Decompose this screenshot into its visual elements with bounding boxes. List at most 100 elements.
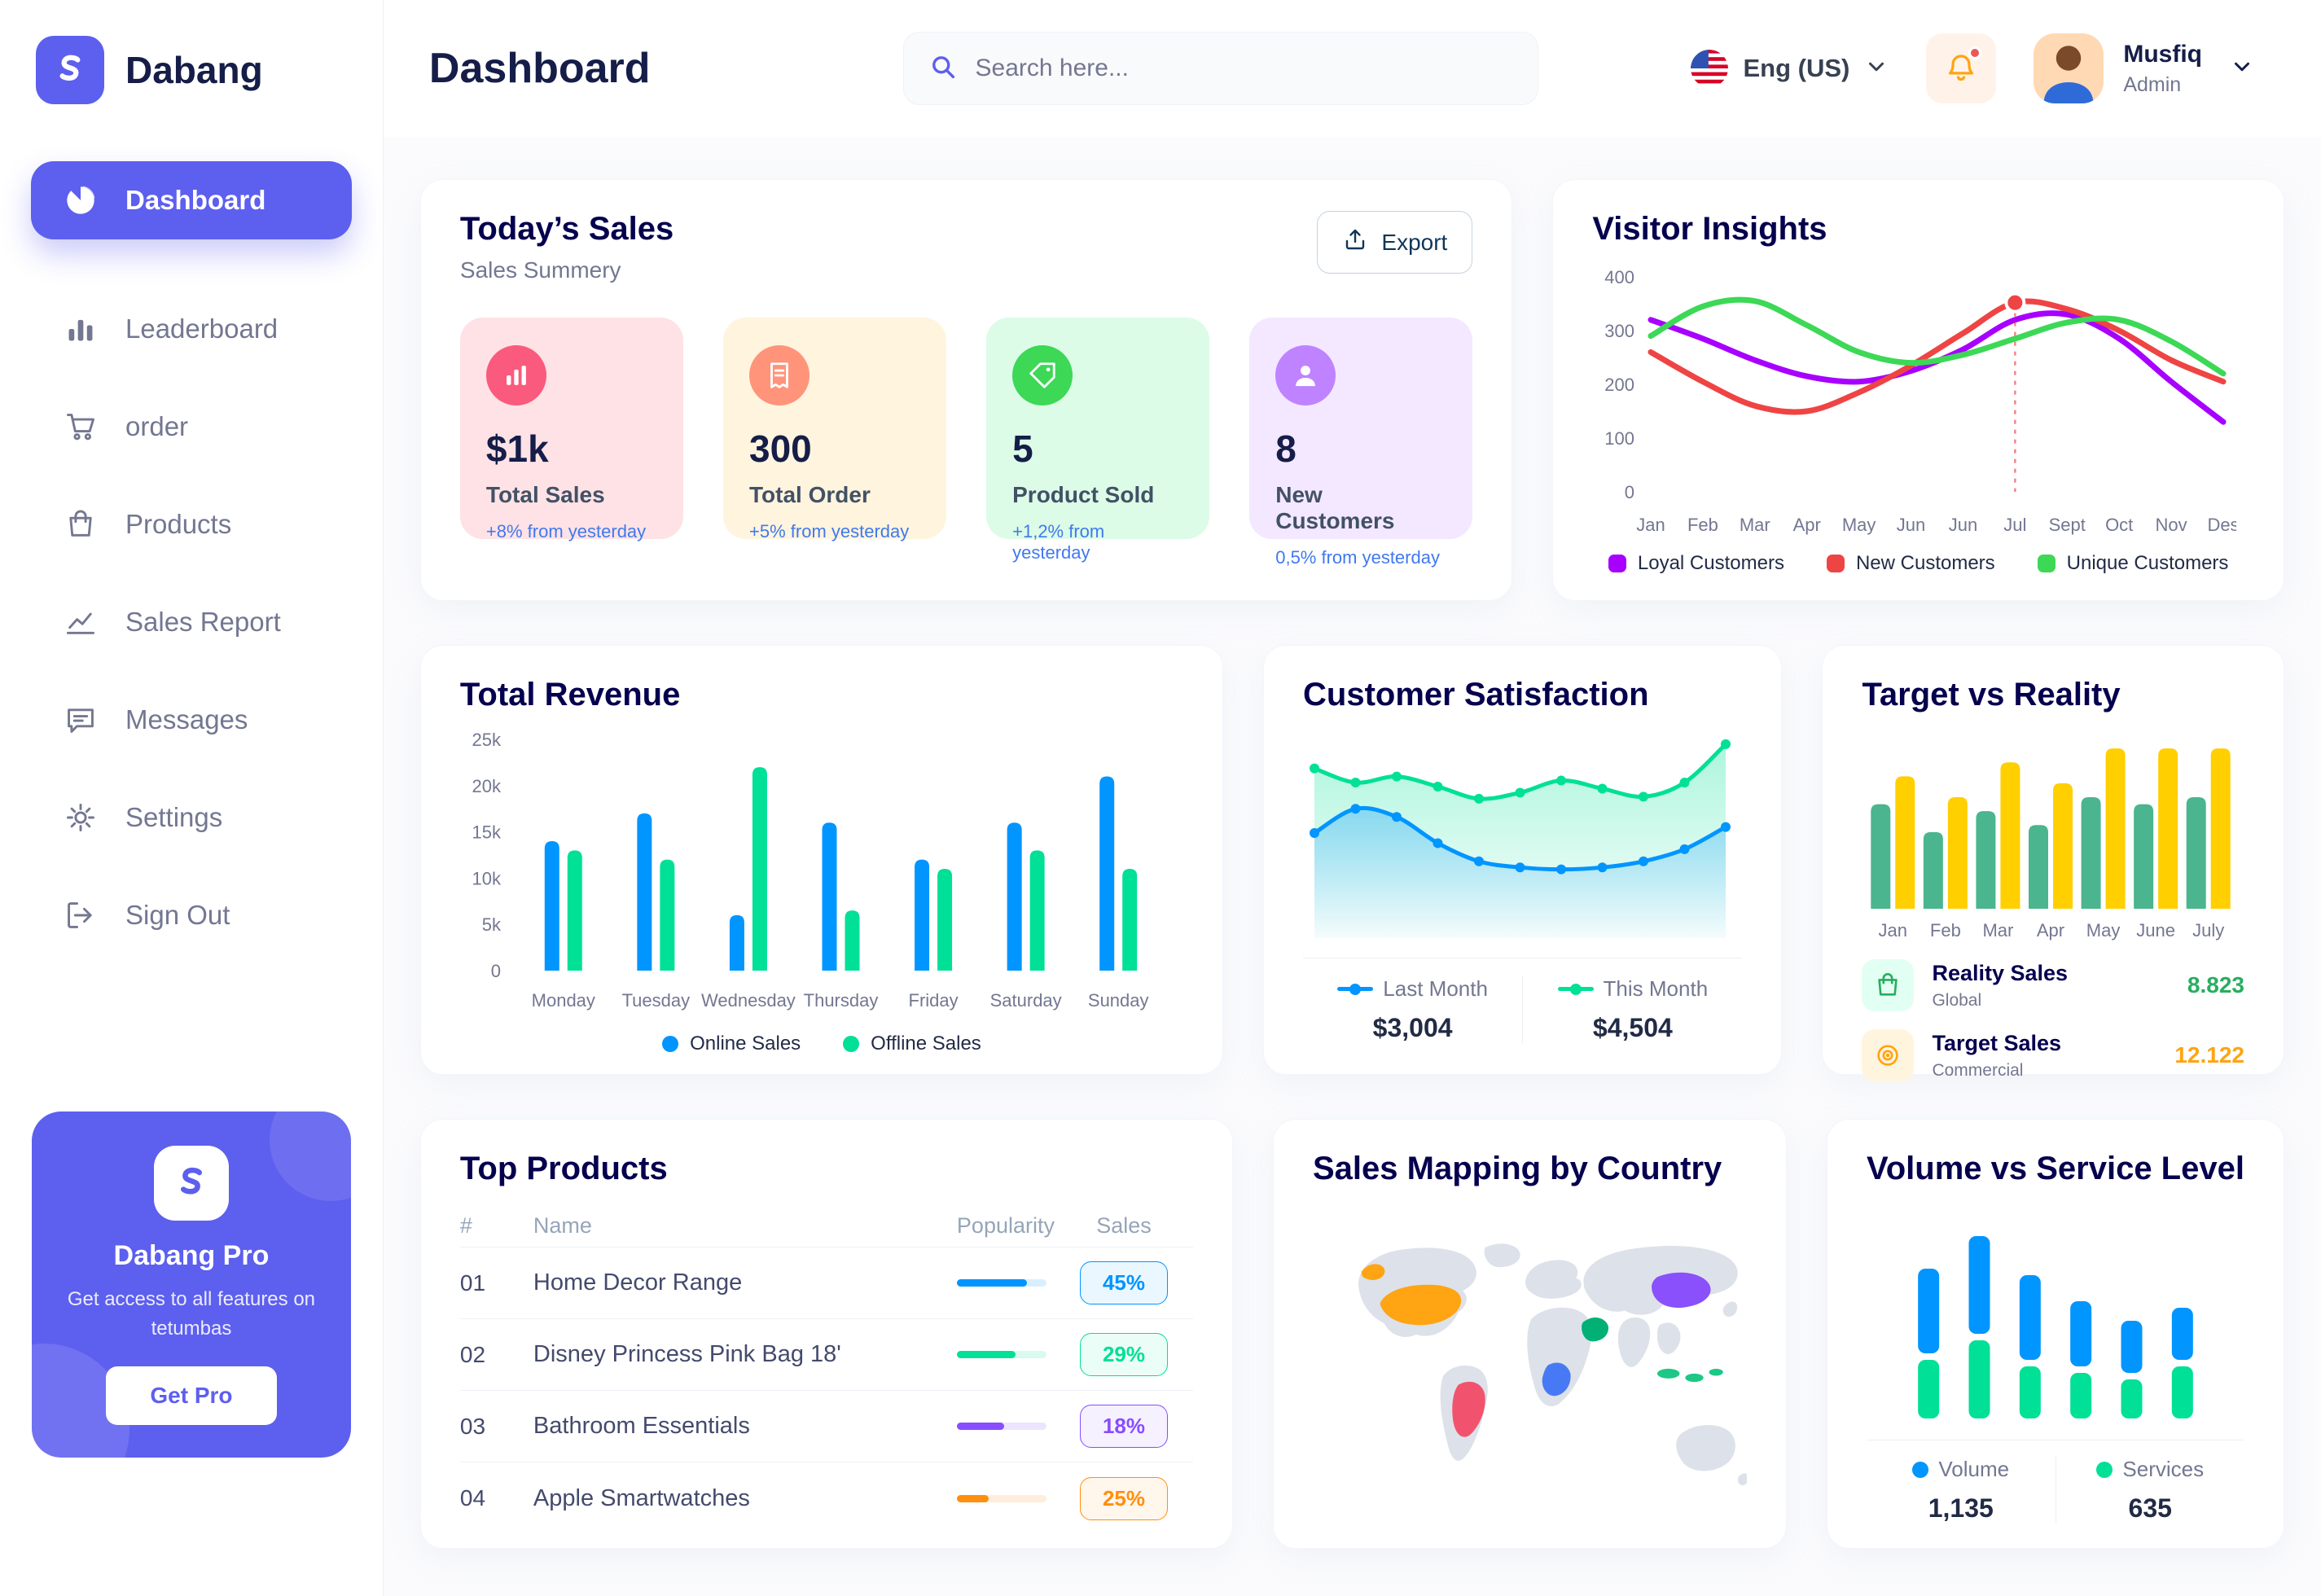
- page-title: Dashboard: [428, 45, 651, 92]
- table-row: 03 Bathroom Essentials 18%: [459, 1391, 1193, 1462]
- sidebar-item-messages[interactable]: Messages: [31, 681, 352, 759]
- card-title: Customer Satisfaction: [1303, 677, 1649, 712]
- notifications-button[interactable]: [1926, 33, 1997, 103]
- users-icon: [1275, 345, 1336, 406]
- sidebar-item-sign-out[interactable]: Sign Out: [31, 876, 352, 954]
- svg-text:Jul: Jul: [2004, 515, 2027, 535]
- table-row: 02 Disney Princess Pink Bag 18' 29%: [459, 1319, 1193, 1391]
- popularity-bar: [956, 1279, 1047, 1287]
- sales-badge: 45%: [1080, 1261, 1168, 1304]
- stat-total-sales: $1k Total Sales +8% from yesterday: [459, 318, 684, 542]
- product-id: 01: [459, 1269, 486, 1296]
- svg-text:5k: 5k: [482, 914, 502, 935]
- export-icon: [1342, 226, 1368, 258]
- product-name: Disney Princess Pink Bag 18': [533, 1341, 841, 1367]
- language-selector[interactable]: Eng (US): [1691, 50, 1889, 87]
- svg-text:Tuesday: Tuesday: [621, 990, 690, 1011]
- chevron-down-icon: [2230, 55, 2254, 83]
- map-region-saudi-arabia[interactable]: [1582, 1317, 1609, 1342]
- svg-text:Mar: Mar: [1740, 515, 1770, 535]
- svg-text:Sunday: Sunday: [1088, 990, 1149, 1011]
- target-sales-icon: [1862, 1029, 1915, 1081]
- popularity-bar: [956, 1351, 1047, 1358]
- visitor-insights-chart: 0 100 200 300 400 Jan Feb Mar Apr May Jun Jun Jul Sep…: [1605, 267, 2237, 535]
- table-row: 01 Home Decor Range 45%: [459, 1247, 1193, 1319]
- stat-product-sold: 5 Product Sold +1,2% from yesterday: [986, 318, 1210, 563]
- sidebar-item-settings[interactable]: Settings: [31, 778, 352, 857]
- dashboard-content: Today’s Sales Sales Summery Export $1k: [384, 137, 2321, 1549]
- stat-new-customers: 8 New Customers 0,5% from yesterday: [1249, 318, 1473, 568]
- svg-text:Jun: Jun: [1949, 515, 1977, 535]
- get-pro-button[interactable]: Get Pro: [105, 1366, 277, 1425]
- col-popularity: Popularity: [956, 1213, 1055, 1238]
- export-button[interactable]: Export: [1317, 211, 1473, 274]
- receipt-icon: [749, 345, 810, 406]
- topbar: Dashboard Eng (US): [383, 0, 2321, 137]
- legend-label: Target Sales: [1932, 1030, 2062, 1055]
- search-icon: [928, 52, 958, 86]
- legend-label: Unique Customers: [2066, 552, 2229, 574]
- product-name: Home Decor Range: [533, 1269, 743, 1296]
- profile-menu[interactable]: Musfiq Admin: [2034, 33, 2254, 103]
- svg-text:10k: 10k: [472, 868, 501, 888]
- us-flag-icon: [1691, 50, 1729, 87]
- sidebar-item-leaderboard[interactable]: Leaderboard: [31, 290, 352, 368]
- card-title: Today’s Sales: [459, 211, 674, 247]
- chevron-down-icon: [1864, 55, 1889, 83]
- stat-delta: 0,5% from yesterday: [1275, 547, 1440, 568]
- sidebar: Dabang Dashboard Leaderboard order Produ…: [0, 0, 384, 1596]
- map-region-usa[interactable]: [1361, 1264, 1462, 1326]
- target-vs-reality-card: Target vs Reality Jan Feb Mar Apr May June Jul…: [1822, 645, 2284, 1081]
- volume-legend: Volume 1,135 Services 635: [1867, 1457, 2244, 1524]
- brand-name: Dabang: [125, 49, 263, 91]
- svg-text:Feb: Feb: [1930, 920, 1961, 940]
- svg-text:Jun: Jun: [1897, 515, 1925, 535]
- sidebar-item-order[interactable]: order: [31, 388, 352, 466]
- top-products-card: Top Products # Name Popularity Sales 01 …: [419, 1119, 1233, 1549]
- legend-dot: [662, 1036, 679, 1052]
- legend-label: This Month: [1603, 976, 1709, 1001]
- top-products-table: # Name Popularity Sales 01 Home Decor Ra…: [459, 1205, 1193, 1534]
- svg-text:Des: Des: [2208, 515, 2237, 535]
- svg-text:100: 100: [1605, 428, 1635, 449]
- search-input[interactable]: [975, 55, 1513, 82]
- search-bar[interactable]: [902, 32, 1538, 105]
- sidebar-item-label: Messages: [125, 704, 248, 734]
- bell-icon: [1949, 55, 1974, 81]
- brand-logo-icon: [36, 36, 104, 104]
- sidebar-nav: Dashboard Leaderboard order Products Sal…: [31, 161, 352, 974]
- stat-total-order: 300 Total Order +5% from yesterday: [723, 318, 947, 542]
- sidebar-item-sales-report[interactable]: Sales Report: [31, 583, 352, 661]
- gear-icon: [64, 800, 98, 835]
- svg-text:20k: 20k: [472, 776, 501, 796]
- svg-text:Saturday: Saturday: [990, 990, 1062, 1011]
- customer-satisfaction-card: Customer Satisfaction Last Month $3,004 …: [1263, 645, 1783, 1075]
- map-region-china[interactable]: [1652, 1272, 1711, 1309]
- visitor-legend: Loyal Customers New Customers Unique Cus…: [1592, 552, 2244, 575]
- col-id: #: [459, 1213, 472, 1238]
- map-region-central-africa[interactable]: [1542, 1362, 1571, 1396]
- target-legend: Reality Sales Global 8.823 Target Sales …: [1862, 959, 2244, 1081]
- user-name: Musfiq: [2123, 40, 2202, 68]
- map-region-indonesia[interactable]: [1656, 1368, 1723, 1383]
- sidebar-item-products[interactable]: Products: [31, 485, 352, 563]
- card-title: Visitor Insights: [1592, 211, 1827, 247]
- legend-swatch: [1826, 555, 1845, 572]
- legend-value: $4,504: [1592, 1013, 1673, 1042]
- sales-mapping-card: Sales Mapping by Country: [1273, 1119, 1787, 1549]
- svg-text:Wednesday: Wednesday: [701, 990, 796, 1011]
- revenue-legend: Online Sales Offline Sales: [460, 1033, 1183, 1055]
- pie-chart-icon: [64, 183, 98, 217]
- customer-satisfaction-chart: [1310, 739, 1731, 938]
- sidebar-item-label: Products: [125, 509, 232, 539]
- map-region-brazil[interactable]: [1452, 1381, 1485, 1437]
- sidebar-item-dashboard[interactable]: Dashboard: [31, 161, 352, 239]
- legend-label: Reality Sales: [1932, 960, 2069, 985]
- svg-text:July: July: [2193, 920, 2225, 940]
- svg-text:Jan: Jan: [1637, 515, 1665, 535]
- svg-text:May: May: [1842, 515, 1876, 535]
- legend-sublabel: Commercial: [1932, 1060, 2024, 1080]
- stat-delta: +8% from yesterday: [485, 521, 647, 542]
- cart-icon: [64, 410, 98, 444]
